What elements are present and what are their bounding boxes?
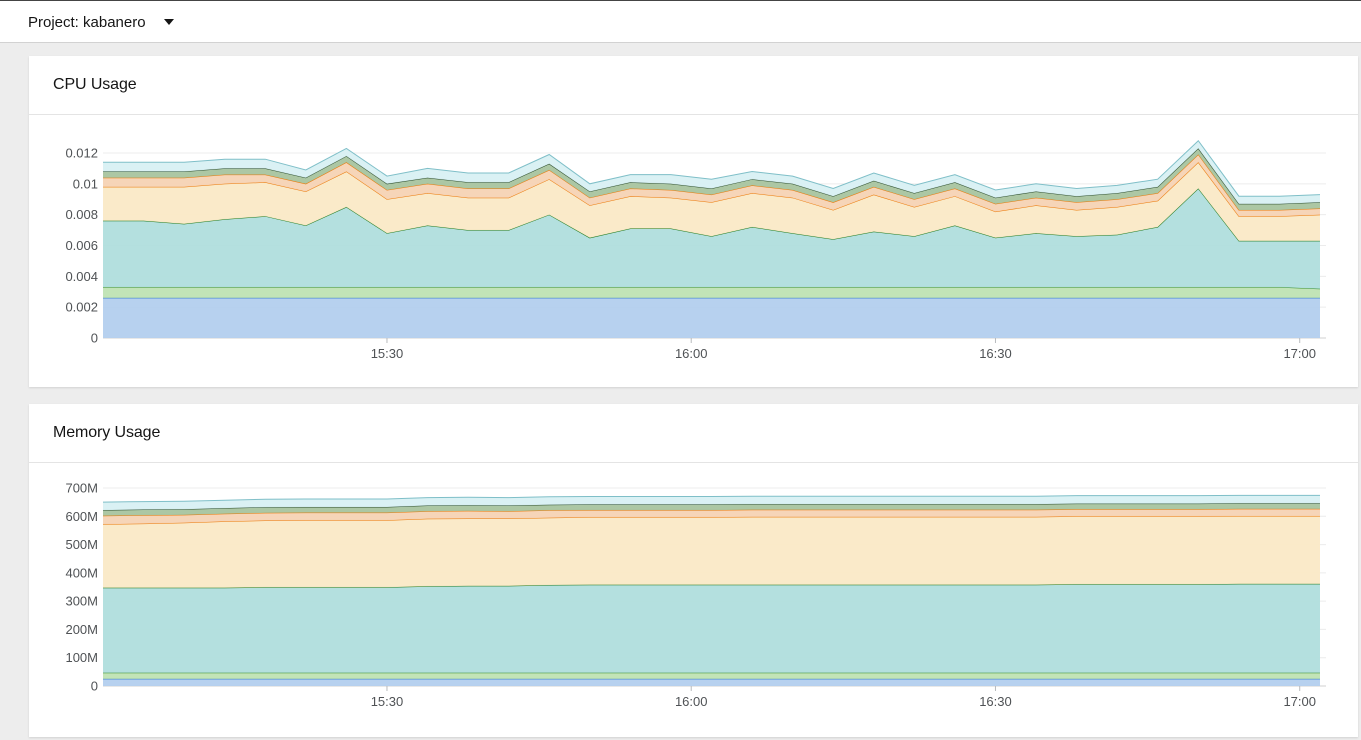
series-area-2 — [103, 287, 1320, 298]
series-area-7 — [103, 495, 1320, 511]
series-line-7 — [103, 139, 1321, 197]
memory-usage-card: Memory Usage 0 100M 200M 300M 400M 500M 600M 70… — [29, 404, 1358, 737]
y-tick-label: 700M — [65, 481, 98, 496]
memory-card-header: Memory Usage — [29, 404, 1358, 463]
series-area-1 — [103, 678, 1320, 686]
cpu-usage-card: CPU Usage 0 0.002 0.004 0.006 0.008 0.01 0.012… — [29, 56, 1358, 387]
series-area-1 — [103, 297, 1320, 338]
series-area-4 — [103, 516, 1320, 588]
x-tick-label: 17:00 — [1283, 694, 1316, 709]
x-tick-label: 16:30 — [979, 694, 1012, 709]
y-tick-label: 0.012 — [65, 146, 98, 161]
x-tick-label: 16:00 — [675, 694, 708, 709]
cpu-card-header: CPU Usage — [29, 56, 1358, 115]
x-tick-label: 15:30 — [371, 346, 404, 361]
project-label: Project: kabanero — [28, 13, 146, 31]
series-area-7 — [103, 140, 1320, 204]
y-tick-label: 300M — [65, 594, 98, 609]
cpu-chart-title: CPU Usage — [53, 76, 137, 93]
memory-usage-chart: 0 100M 200M 300M 400M 500M 600M 700M 15:30 16:00 1… — [65, 481, 1326, 709]
top-bar: Project: kabanero — [0, 0, 1361, 43]
series-line-7 — [102, 494, 1320, 503]
project-dropdown[interactable]: Project: kabanero — [18, 7, 184, 37]
y-tick-label: 0.004 — [65, 269, 98, 284]
y-tick-label: 0.002 — [65, 300, 98, 315]
y-tick-label: 500M — [65, 537, 98, 552]
series-area-5 — [103, 154, 1320, 217]
series-area-3 — [103, 583, 1320, 673]
y-tick-label: 0 — [91, 331, 98, 346]
x-tick-label: 15:30 — [371, 694, 404, 709]
series-area-4 — [103, 162, 1320, 241]
y-tick-label: 0 — [91, 679, 98, 694]
y-tick-label: 100M — [65, 650, 98, 665]
y-tick-label: 0.008 — [65, 207, 98, 222]
y-tick-label: 200M — [65, 622, 98, 637]
cpu-usage-chart: 0 0.002 0.004 0.006 0.008 0.01 0.012 15:30 16:00… — [65, 139, 1326, 361]
series-area-3 — [103, 188, 1320, 289]
series-area-2 — [103, 672, 1320, 679]
y-tick-label: 400M — [65, 565, 98, 580]
caret-down-icon — [163, 19, 174, 25]
x-tick-label: 16:00 — [675, 346, 708, 361]
y-tick-label: 0.01 — [73, 176, 98, 191]
x-tick-label: 17:00 — [1283, 346, 1316, 361]
y-tick-label: 600M — [65, 509, 98, 524]
memory-chart-title: Memory Usage — [53, 424, 161, 441]
x-tick-label: 16:30 — [979, 346, 1012, 361]
series-area-5 — [103, 508, 1320, 525]
y-tick-label: 0.006 — [65, 238, 98, 253]
